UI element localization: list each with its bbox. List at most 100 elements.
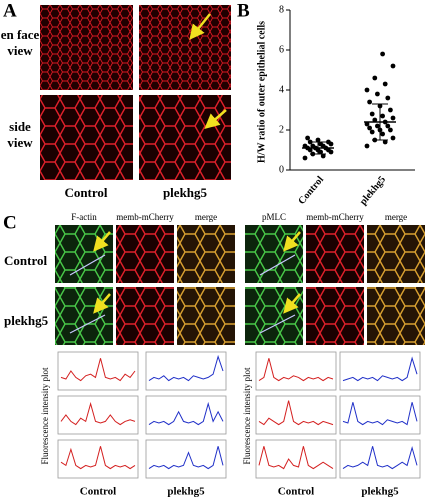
y-tick-label: 6: [279, 44, 284, 55]
intensity-trace: [342, 445, 418, 470]
arrow: [93, 293, 111, 314]
column-label: plekhg5: [163, 185, 208, 200]
scan-line: [259, 314, 296, 334]
y-tick-label: 4: [279, 84, 284, 95]
data-point: [372, 117, 378, 123]
data-point: [305, 135, 310, 141]
panel-label: C: [3, 212, 17, 233]
intensity-trace: [60, 401, 136, 426]
plot-frame: [339, 439, 421, 479]
intensity-trace: [342, 402, 418, 426]
plot-axis-label: Fluorescence intensity plot: [40, 367, 50, 464]
column-header: memb-mCherry: [306, 212, 364, 222]
data-point: [385, 123, 391, 129]
intensity-trace: [342, 356, 418, 382]
data-point: [385, 95, 391, 101]
plot-frame: [255, 351, 337, 391]
data-point: [367, 99, 372, 105]
data-point: [375, 123, 380, 129]
plot-frame: [339, 351, 421, 391]
micrograph: [177, 287, 235, 345]
plot-axis-label: Fluorescence intensity plot: [242, 367, 252, 464]
scan-line: [69, 314, 106, 334]
column-header: pMLC: [262, 212, 286, 222]
line-scans: [69, 254, 296, 334]
data-point: [326, 139, 331, 145]
row-label: view: [7, 135, 33, 150]
y-tick-label: 8: [279, 4, 284, 15]
row-label: plekhg5: [4, 313, 49, 328]
y-tick-label: 0: [279, 164, 284, 175]
data-point: [315, 137, 321, 143]
data-point: [320, 153, 326, 159]
column-label: plekhg5: [167, 486, 205, 498]
row-label: side: [9, 119, 31, 134]
data-point: [380, 131, 385, 137]
column-label: Control: [278, 486, 314, 498]
arrow: [93, 231, 111, 252]
data-point: [382, 81, 388, 87]
data-point: [369, 129, 375, 135]
micrograph: [306, 287, 364, 345]
intensity-trace: [60, 446, 136, 470]
plot-frame: [255, 439, 337, 479]
data-point: [382, 139, 388, 145]
micrograph: [367, 225, 425, 283]
micrograph: [116, 287, 174, 345]
data-point: [367, 125, 372, 131]
intensity-trace: [60, 358, 136, 382]
data-point: [390, 135, 396, 141]
data-point: [380, 113, 385, 119]
data-point: [318, 141, 323, 147]
column-header: F-actin: [71, 212, 97, 222]
plot-frame: [145, 395, 227, 435]
column-header: merge: [195, 212, 217, 222]
column-label: Control: [64, 185, 107, 200]
plot-frame: [145, 351, 227, 391]
data-point: [369, 111, 375, 117]
x-tick-label: plekhg5: [358, 174, 388, 207]
data-point: [390, 115, 396, 121]
data-point: [390, 63, 396, 69]
arrows: [93, 13, 301, 314]
micrograph: [139, 5, 231, 90]
data-point: [372, 75, 378, 81]
column-label: plekhg5: [361, 486, 399, 498]
intensity-trace: [148, 354, 224, 382]
micrograph: [40, 5, 133, 90]
panel-label: A: [3, 0, 17, 21]
data-point: [310, 143, 316, 149]
column-label: Control: [80, 486, 116, 498]
micrographs: [40, 5, 425, 345]
micrograph: [177, 225, 235, 283]
intensity-trace: [258, 446, 334, 470]
row-label: Control: [4, 253, 47, 268]
arrow: [189, 13, 211, 40]
row-label: view: [7, 43, 33, 58]
data-point: [364, 143, 370, 149]
error-bar: [310, 141, 326, 155]
plot-frame: [57, 351, 139, 391]
micrograph: [245, 225, 303, 283]
plot-frame: [255, 395, 337, 435]
intensity-trace: [148, 401, 224, 426]
micrograph: [367, 287, 425, 345]
data-point: [302, 155, 308, 161]
y-tick-label: 2: [279, 124, 284, 135]
data-point: [388, 127, 393, 133]
error-bar: [372, 103, 388, 141]
data-point: [302, 143, 308, 149]
data-point: [364, 87, 370, 93]
micrograph: [306, 225, 364, 283]
intensity-trace: [148, 446, 224, 470]
data-point: [388, 107, 393, 113]
plot-frame: [339, 395, 421, 435]
arrow: [283, 293, 301, 314]
plot-frame: [57, 395, 139, 435]
micrograph: [55, 225, 113, 283]
scan-line: [259, 254, 296, 276]
micrograph: [139, 95, 231, 180]
x-tick-label: Control: [296, 174, 326, 207]
